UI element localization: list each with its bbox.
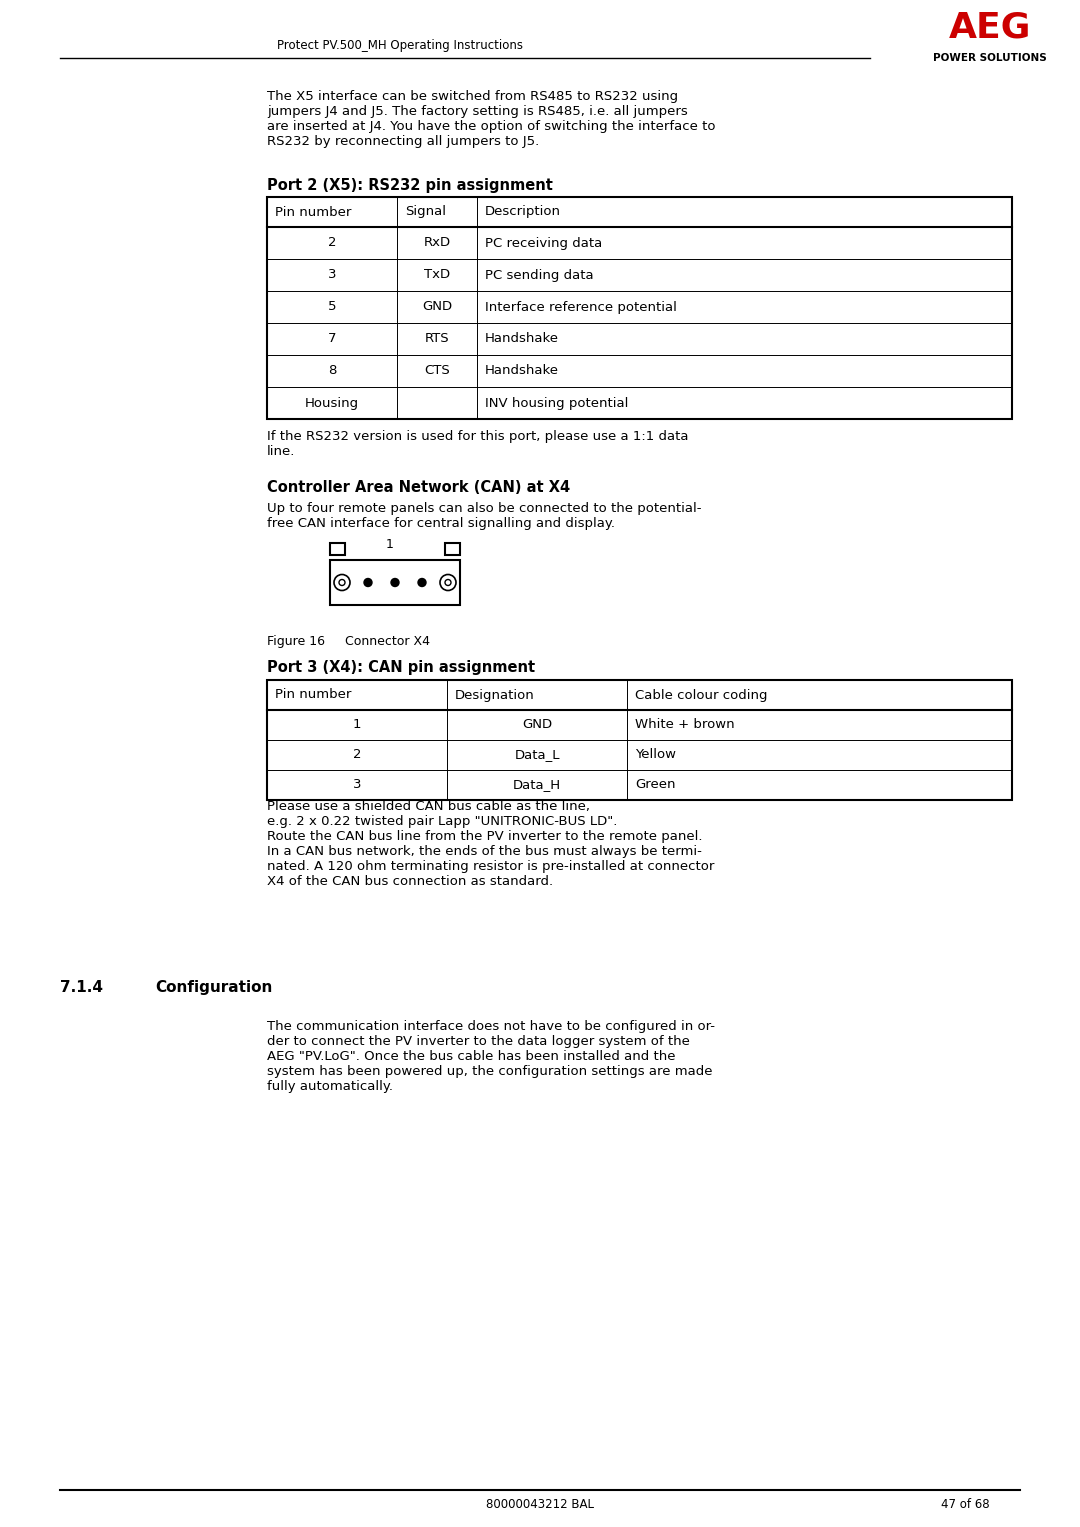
Text: 3: 3 <box>327 269 336 281</box>
Text: Data_L: Data_L <box>514 748 559 762</box>
Text: TxD: TxD <box>424 269 450 281</box>
Text: 1: 1 <box>386 538 394 551</box>
Bar <box>330 560 460 605</box>
Text: Configuration: Configuration <box>156 980 272 996</box>
Circle shape <box>391 579 399 586</box>
Text: Controller Area Network (CAN) at X4: Controller Area Network (CAN) at X4 <box>267 479 570 495</box>
Text: Figure 16     Connector X4: Figure 16 Connector X4 <box>267 635 430 647</box>
Text: 7: 7 <box>327 333 336 345</box>
Text: POWER SOLUTIONS: POWER SOLUTIONS <box>933 53 1047 63</box>
Circle shape <box>364 579 372 586</box>
Text: Protect PV.500_MH Operating Instructions: Protect PV.500_MH Operating Instructions <box>276 38 523 52</box>
Text: Yellow: Yellow <box>635 748 676 762</box>
Text: 8: 8 <box>328 365 336 377</box>
Text: Cable colour coding: Cable colour coding <box>635 689 768 701</box>
Text: PC receiving data: PC receiving data <box>485 237 603 249</box>
Text: Housing: Housing <box>305 397 359 409</box>
Text: Description: Description <box>485 206 561 218</box>
Text: White + brown: White + brown <box>635 719 734 731</box>
Text: RTS: RTS <box>424 333 449 345</box>
Text: Interface reference potential: Interface reference potential <box>485 301 677 313</box>
Text: GND: GND <box>422 301 453 313</box>
Text: The communication interface does not have to be configured in or-
der to connect: The communication interface does not hav… <box>267 1020 715 1093</box>
Bar <box>330 544 345 554</box>
Text: Handshake: Handshake <box>485 365 559 377</box>
Text: Designation: Designation <box>455 689 535 701</box>
Text: 80000043212 BAL: 80000043212 BAL <box>486 1498 594 1512</box>
Text: AEG: AEG <box>949 11 1031 44</box>
Text: GND: GND <box>522 719 552 731</box>
Text: PC sending data: PC sending data <box>485 269 594 281</box>
Circle shape <box>418 579 426 586</box>
Text: Signal: Signal <box>405 206 446 218</box>
Text: 1: 1 <box>353 719 361 731</box>
Text: 5: 5 <box>327 301 336 313</box>
Text: 3: 3 <box>353 779 361 791</box>
Bar <box>267 680 1012 800</box>
Text: Handshake: Handshake <box>485 333 559 345</box>
Text: Please use a shielded CAN bus cable as the line,
e.g. 2 x 0.22 twisted pair Lapp: Please use a shielded CAN bus cable as t… <box>267 800 714 889</box>
Text: Pin number: Pin number <box>275 206 351 218</box>
Text: 47 of 68: 47 of 68 <box>942 1498 990 1512</box>
Text: 2: 2 <box>353 748 361 762</box>
Text: If the RS232 version is used for this port, please use a 1:1 data
line.: If the RS232 version is used for this po… <box>267 431 689 458</box>
Text: RxD: RxD <box>423 237 450 249</box>
Text: Pin number: Pin number <box>275 689 351 701</box>
Bar <box>267 197 1012 418</box>
Text: Port 2 (X5): RS232 pin assignment: Port 2 (X5): RS232 pin assignment <box>267 179 553 192</box>
Text: 7.1.4: 7.1.4 <box>60 980 103 996</box>
Bar <box>445 544 460 554</box>
Text: Green: Green <box>635 779 675 791</box>
Text: Port 3 (X4): CAN pin assignment: Port 3 (X4): CAN pin assignment <box>267 660 535 675</box>
Text: 2: 2 <box>327 237 336 249</box>
Text: Up to four remote panels can also be connected to the potential-
free CAN interf: Up to four remote panels can also be con… <box>267 502 702 530</box>
Text: The X5 interface can be switched from RS485 to RS232 using
jumpers J4 and J5. Th: The X5 interface can be switched from RS… <box>267 90 715 148</box>
Text: INV housing potential: INV housing potential <box>485 397 629 409</box>
Text: Data_H: Data_H <box>513 779 562 791</box>
Text: CTS: CTS <box>424 365 450 377</box>
